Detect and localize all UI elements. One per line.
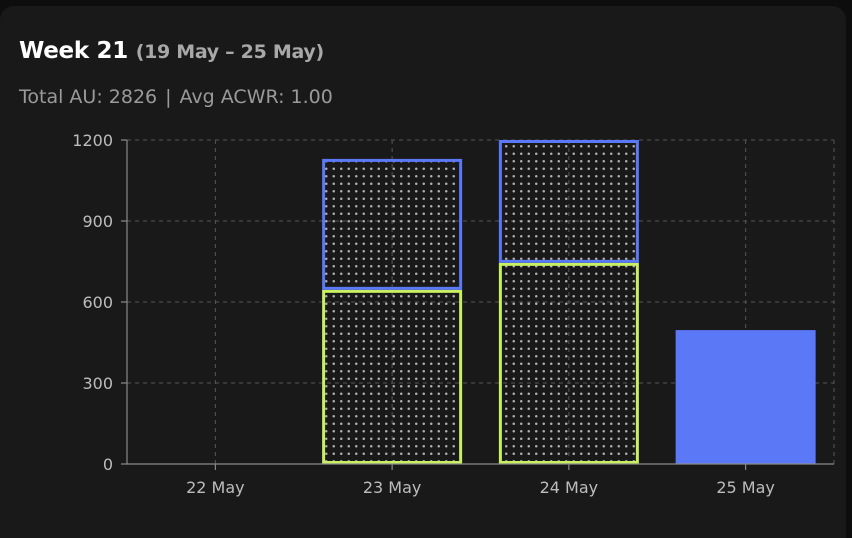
chart-title: Week 21 (19 May – 25 May) [19, 38, 324, 64]
bar-green-outlined-dotted [498, 262, 639, 464]
avg-acwr-label: Avg ACWR: [179, 86, 285, 108]
bar-green-outlined-dotted [322, 289, 463, 464]
subtitle-separator: | [165, 86, 172, 108]
avg-acwr-value: 1.00 [290, 86, 333, 108]
total-au-value: 2826 [108, 86, 158, 108]
chart-subtitle: Total AU: 2826 | Avg ACWR: 1.00 [19, 86, 333, 108]
bar-blue-outlined-dotted [498, 140, 639, 263]
bar-blue-solid [675, 330, 816, 464]
total-au-label: Total AU: [19, 86, 103, 108]
bar-blue-outlined-dotted [322, 158, 463, 290]
x-tick-label: 23 May [363, 478, 422, 497]
y-tick-label: 900 [82, 212, 113, 231]
week-label: Week 21 [19, 38, 128, 64]
x-tick-label: 24 May [540, 478, 599, 497]
x-tick-label: 22 May [186, 478, 245, 497]
y-tick-label: 600 [82, 293, 113, 312]
bars [322, 140, 816, 464]
y-tick-label: 1200 [72, 131, 113, 150]
y-tick-label: 0 [103, 455, 113, 474]
x-tick-label: 25 May [716, 478, 775, 497]
date-range: (19 May – 25 May) [135, 41, 324, 63]
y-tick-label: 300 [82, 374, 113, 393]
axes: 0 300 600 900 1200 22 May 23 May 24 May 25 May [72, 131, 834, 497]
